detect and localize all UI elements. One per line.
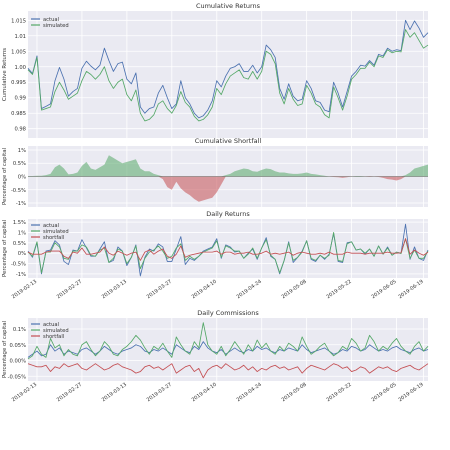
y-tick-label: 1.015 [11,18,26,24]
x-tick-label: 2019-04-24 [236,279,263,301]
legend-label-actual: actual [43,322,59,328]
shortfall-positive-area [28,155,428,177]
y-tick-label: 1.00 [14,65,26,71]
series-line-actual [27,19,429,119]
panel-2: -1% -0.5% 0% 0.5% 1% Cumulative Shortfall Perc… [2,137,428,207]
y-tick-label: 1% [18,148,26,154]
panel-1: 0.98 0.985 0.99 0.995 1.00 1.005 1.01 1.015 Cumu… [2,2,429,138]
chart-title: Daily Returns [206,210,250,218]
x-tick-label: 2019-05-08 [281,279,308,301]
series-line-shortfall [27,238,429,261]
y-tick-label: 0.99 [14,96,26,102]
x-tick-label: 2019-06-19 [397,279,424,301]
y-axis-label: Percentage of capital [2,220,8,277]
x-tick-label: 2019-05-08 [281,382,308,404]
x-tick-label: 2019-03-13 [101,279,128,301]
chart-title: Cumulative Shortfall [195,137,262,145]
series-line-simulated [27,322,429,360]
x-tick-label: 2019-02-27 [56,279,83,301]
legend-label-shortfall: shortfall [43,334,64,340]
x-tick-label: 2019-02-13 [11,382,38,404]
y-tick-label: -0.5% [11,262,26,268]
y-tick-label: 0.985 [11,111,26,117]
x-tick-label: 2019-05-22 [325,382,352,404]
x-tick-label: 2019-06-05 [370,382,397,404]
y-tick-label: 1% [18,230,26,236]
series-line-simulated [27,29,429,122]
y-tick-label: -1% [16,272,26,278]
y-tick-label: 0.05% [10,343,27,349]
legend-label-simulated: simulated [43,23,69,29]
y-tick-label: 0.5% [13,161,26,167]
y-tick-label: 0.00% [10,359,27,365]
plot-area [28,318,428,381]
y-tick-label: 0% [18,175,26,181]
series-line-simulated [27,232,429,274]
y-tick-label: -0.05% [8,374,26,380]
y-axis-label: Percentage of capital [2,321,8,378]
legend-label-simulated: simulated [43,229,69,235]
y-tick-label: 1.01 [14,34,26,40]
x-tick-label: 2019-03-27 [146,279,173,301]
y-tick-label: 1.5% [13,220,26,226]
legend-label-actual: actual [43,17,59,23]
x-tick-label: 2019-04-10 [191,382,218,404]
y-axis-label: Percentage of capital [2,148,8,205]
y-tick-label: -0.5% [11,188,26,194]
y-axis-label: Cumulative Returns [2,48,8,101]
x-tick-label: 2019-06-05 [370,279,397,301]
x-tick-label: 2019-04-10 [191,279,218,301]
x-tick-label: 2019-04-24 [236,382,263,404]
legend-label-actual: actual [43,223,59,229]
x-tick-label: 2019-03-27 [146,382,173,404]
y-tick-label: 0.98 [14,127,26,133]
chart-title: Cumulative Returns [196,2,261,10]
y-tick-label: 0.995 [11,80,26,86]
legend-label-simulated: simulated [43,328,69,334]
x-tick-label: 2019-02-27 [56,382,83,404]
x-tick-label: 2019-02-13 [11,279,38,301]
y-tick-label: 0% [18,251,26,257]
x-tick-label: 2019-03-13 [101,382,128,404]
series-line-shortfall [27,363,429,379]
chart-title: Daily Commissions [197,309,259,317]
plot-area [28,11,428,138]
y-tick-label: -1% [16,201,26,207]
y-tick-label: 1.005 [11,49,26,55]
shortfall-negative-area [28,176,428,202]
y-tick-label: 0.1% [13,327,26,333]
x-tick-label: 2019-05-22 [325,279,352,301]
panel-4: -0.05% 0.00% 0.05% 0.1% Daily Commissions Per… [2,309,429,404]
y-tick-label: 0.5% [13,241,26,247]
x-tick-label: 2019-06-19 [397,382,424,404]
legend-label-shortfall: shortfall [43,235,64,241]
plot-area [28,219,428,278]
panel-3: -1% -0.5% 0% 0.5% 1% 1.5% Daily Returns Percent… [2,210,429,301]
